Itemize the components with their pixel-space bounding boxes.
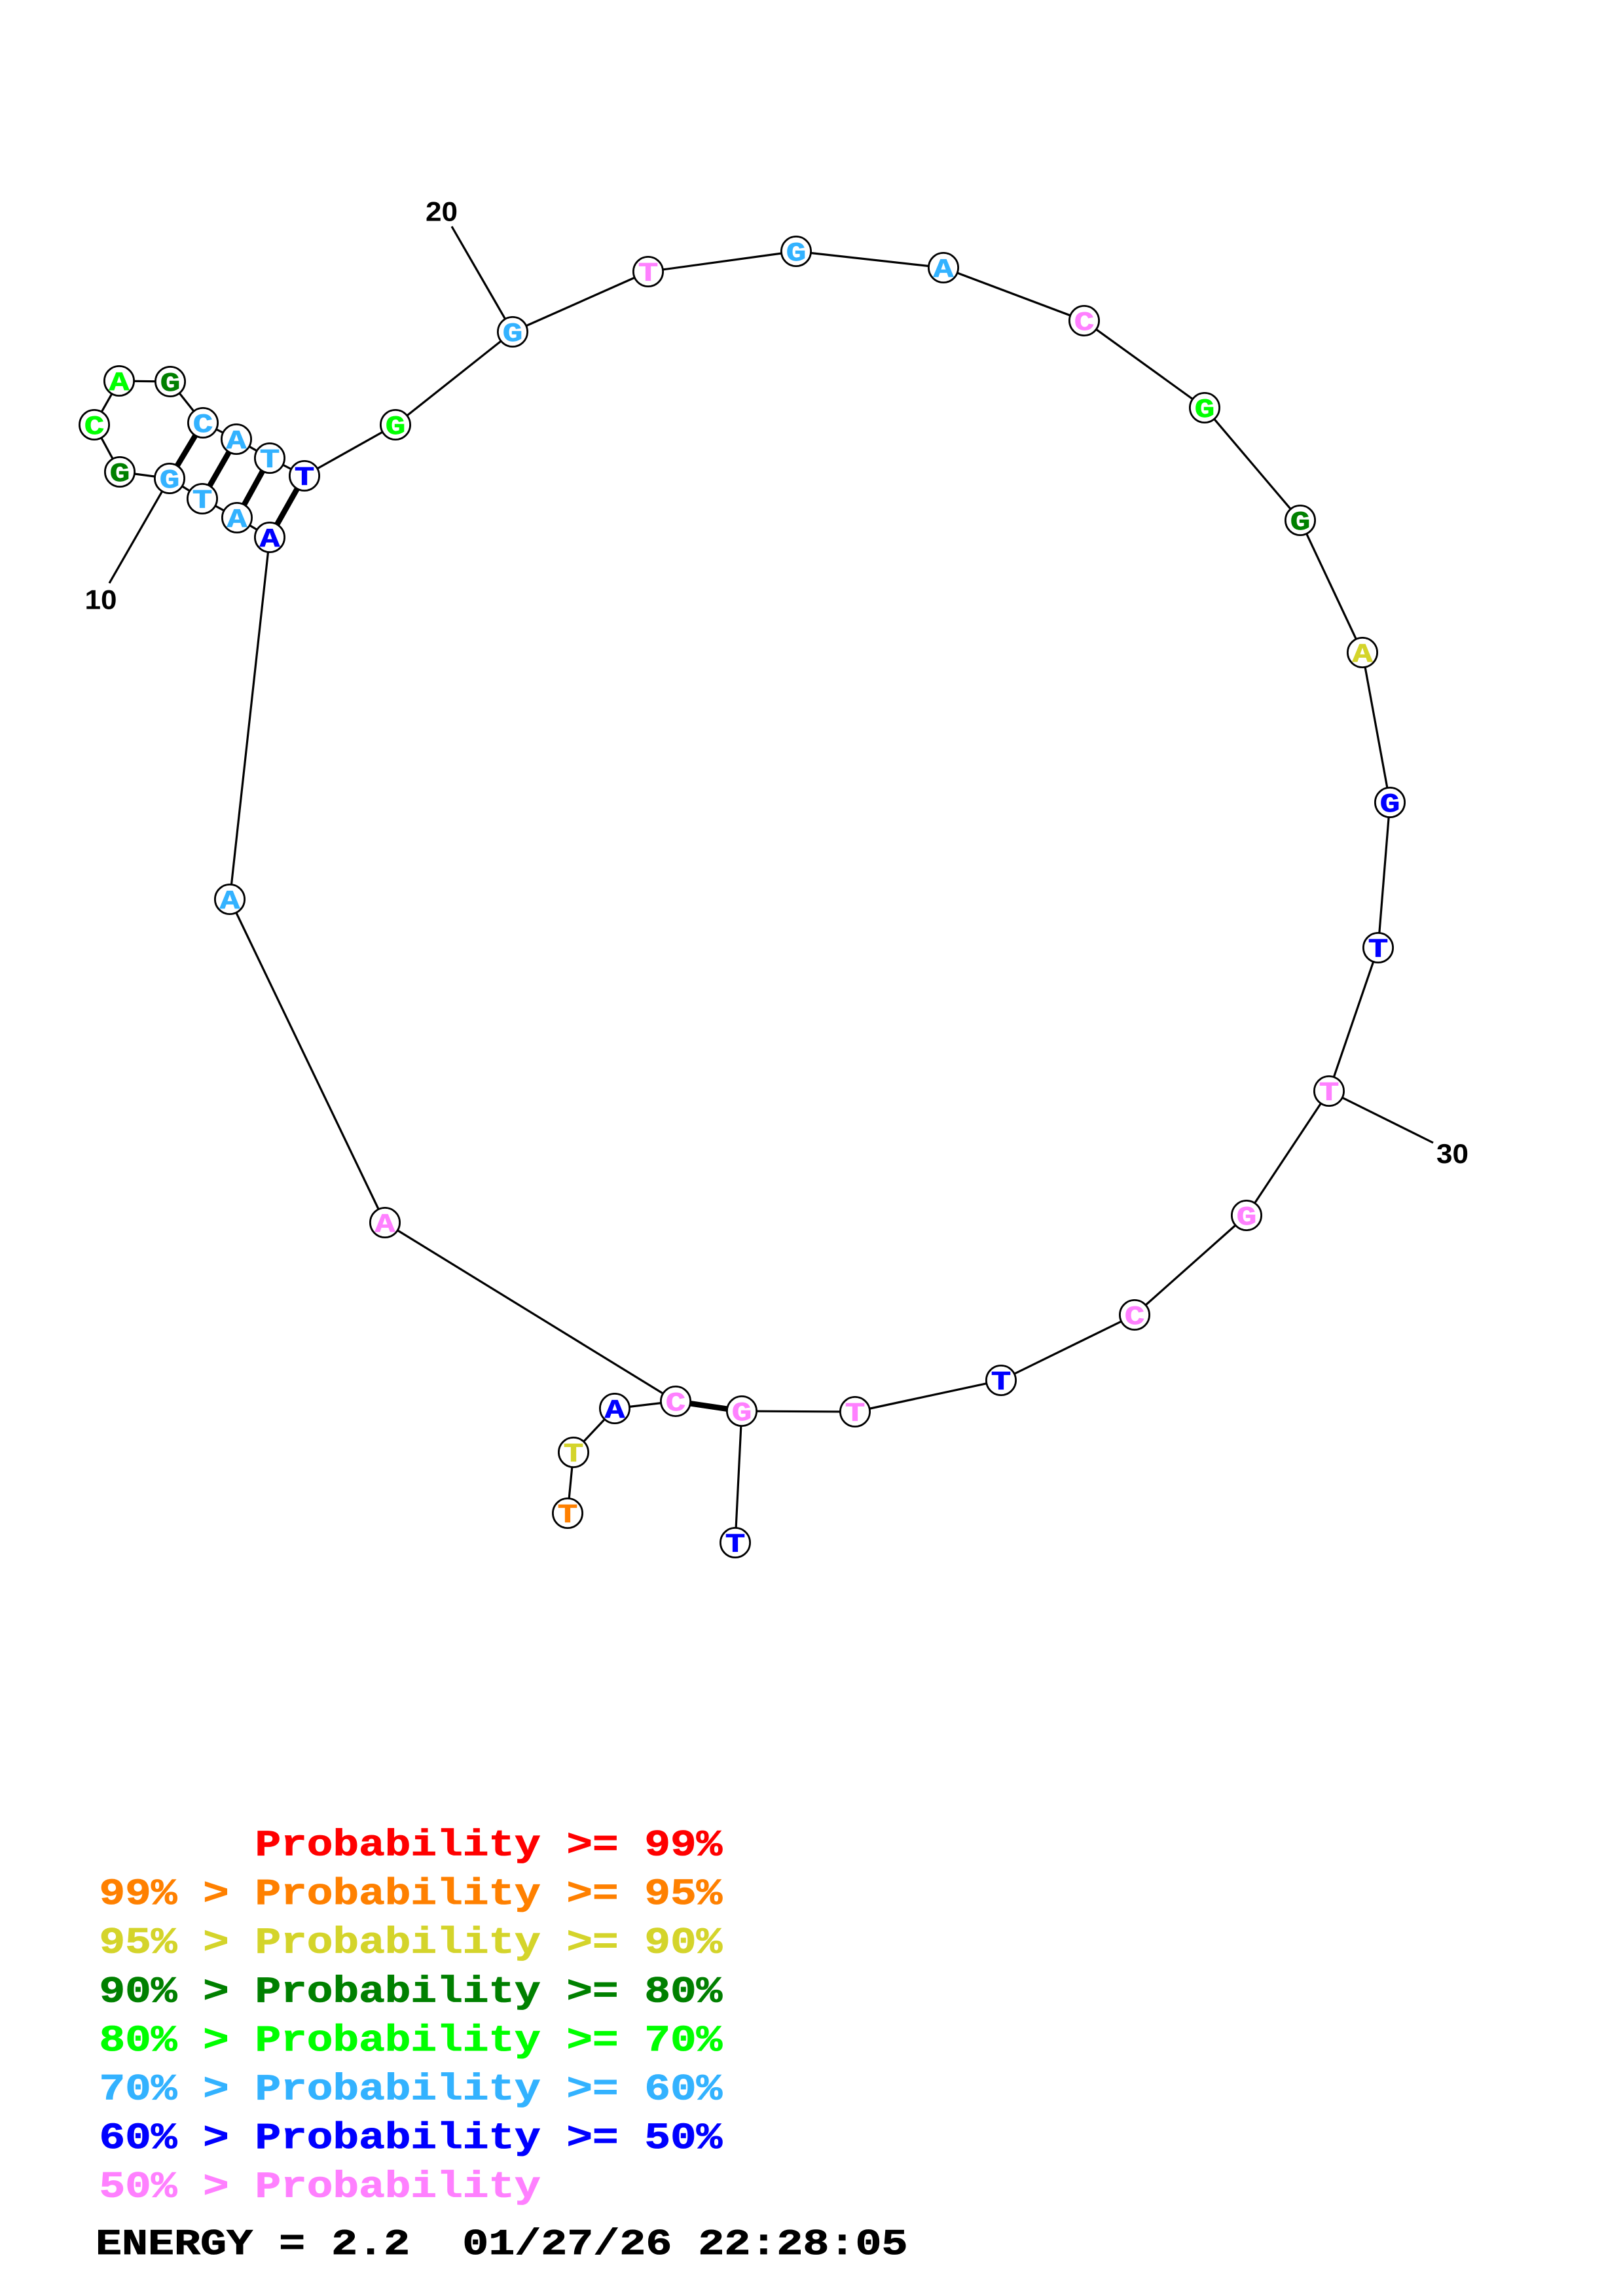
svg-text:G: G <box>503 319 523 350</box>
svg-text:C: C <box>193 410 213 440</box>
svg-text:ENERGY = 2.2 01/27/26 22:28:0: ENERGY = 2.2 01/27/26 22:28:05 <box>96 2225 907 2266</box>
svg-text:T: T <box>845 1399 866 1429</box>
svg-text:T: T <box>558 1500 578 1531</box>
svg-text:G: G <box>160 465 180 496</box>
svg-text:A: A <box>227 505 247 535</box>
svg-text:G: G <box>386 412 406 442</box>
svg-text:30: 30 <box>1436 1139 1468 1170</box>
svg-text:A: A <box>605 1395 625 1426</box>
svg-text:G: G <box>160 368 181 399</box>
svg-text:A: A <box>227 426 247 457</box>
svg-text:G: G <box>732 1398 752 1429</box>
svg-text:Probability >= 99%: Probability >= 99% <box>100 1825 723 1867</box>
svg-text:20: 20 <box>426 196 458 227</box>
svg-text:50% > Probability: 50% > Probability <box>100 2167 541 2208</box>
svg-text:60% > Probability >= 50%: 60% > Probability >= 50% <box>100 2118 723 2159</box>
svg-text:T: T <box>991 1367 1012 1398</box>
svg-text:80% > Probability >= 70%: 80% > Probability >= 70% <box>100 2020 723 2062</box>
svg-text:G: G <box>110 459 130 490</box>
svg-text:T: T <box>295 463 315 493</box>
svg-text:G: G <box>1290 507 1311 538</box>
svg-text:G: G <box>1237 1202 1257 1233</box>
svg-text:10: 10 <box>84 584 117 615</box>
svg-text:T: T <box>725 1530 746 1560</box>
svg-text:A: A <box>1353 639 1373 670</box>
svg-text:C: C <box>1074 308 1095 338</box>
svg-text:90% > Probability >= 80%: 90% > Probability >= 80% <box>100 1971 723 2013</box>
svg-text:A: A <box>934 255 954 285</box>
svg-text:A: A <box>260 524 280 555</box>
svg-text:C: C <box>84 412 105 442</box>
svg-text:G: G <box>1380 789 1400 820</box>
svg-text:70% > Probability >= 60%: 70% > Probability >= 60% <box>100 2070 723 2111</box>
svg-text:T: T <box>1368 935 1389 965</box>
svg-text:C: C <box>666 1388 686 1419</box>
svg-text:T: T <box>192 486 213 516</box>
svg-text:G: G <box>786 238 807 269</box>
svg-text:G: G <box>1195 395 1215 425</box>
svg-text:95% > Probability >= 90%: 95% > Probability >= 90% <box>100 1923 723 1964</box>
svg-text:T: T <box>638 259 659 289</box>
svg-text:A: A <box>109 368 130 399</box>
svg-text:T: T <box>260 445 280 476</box>
svg-text:T: T <box>1319 1078 1340 1109</box>
svg-text:C: C <box>1125 1302 1145 1333</box>
svg-text:T: T <box>564 1439 584 1470</box>
svg-text:A: A <box>220 886 240 917</box>
svg-text:99% > Probability >= 95%: 99% > Probability >= 95% <box>100 1874 723 1915</box>
svg-text:A: A <box>375 1210 395 1240</box>
